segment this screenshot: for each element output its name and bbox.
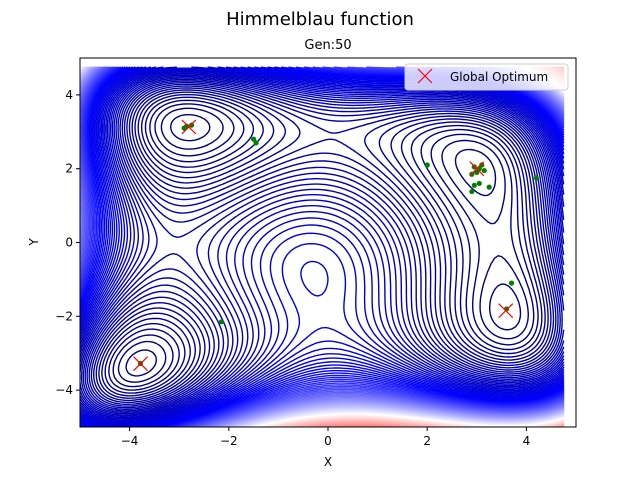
contour-level-3 — [108, 99, 539, 391]
global-optimum-marker — [469, 161, 485, 177]
x-tick-label: 4 — [523, 434, 531, 448]
contour-level-29 — [80, 66, 565, 427]
contour-level-21 — [80, 68, 565, 422]
legend-x-icon — [417, 68, 433, 84]
contour-lines — [80, 66, 565, 427]
global-optimum-marker — [498, 303, 514, 319]
x-tick-label: 0 — [324, 434, 332, 448]
legend-marker-x — [417, 68, 433, 84]
population-point — [253, 140, 259, 146]
contour-level-13 — [82, 78, 565, 412]
contour-level-14 — [80, 77, 565, 413]
contour-level-12 — [84, 80, 563, 410]
contour-level-19 — [80, 70, 565, 420]
legend: Global Optimum — [404, 63, 569, 91]
x-tick-label: −4 — [121, 434, 139, 448]
data-points — [133, 119, 539, 372]
chart-subtitle: Gen:50 — [304, 38, 351, 53]
contour-level-4 — [104, 96, 543, 394]
contour-level-15 — [80, 75, 565, 415]
population-point — [486, 184, 492, 190]
population-point — [471, 182, 477, 188]
contour-level-20 — [80, 69, 565, 421]
x-axis-label: X — [324, 455, 332, 469]
population-point — [189, 122, 195, 128]
contour-level-11 — [86, 81, 561, 409]
population-point — [476, 180, 482, 187]
y-axis-ticks: −4 −2 0 2 4 — [55, 88, 80, 397]
global-optimum-marker — [181, 119, 197, 135]
population-point — [469, 188, 475, 195]
legend-box — [404, 63, 569, 91]
contour-level-22 — [80, 67, 565, 423]
contour-level-10 — [88, 83, 559, 407]
contour-level-16 — [80, 74, 565, 416]
global-optimum-marker — [133, 356, 148, 372]
population-point — [424, 162, 430, 168]
contour-level-25 — [80, 66, 565, 426]
legend-label: Global Optimum — [450, 70, 548, 84]
population-point — [218, 319, 224, 325]
contour-level-18 — [80, 72, 565, 419]
y-tick-label: 4 — [65, 88, 73, 102]
contour-level-35 — [80, 66, 565, 427]
chart-title: Himmelblau function — [226, 9, 414, 30]
contour-level-6 — [98, 91, 549, 399]
population-point — [508, 280, 515, 286]
x-axis-ticks: −4 −2 0 2 4 — [121, 427, 530, 448]
population-point — [251, 136, 257, 142]
population-point — [533, 175, 539, 181]
contour-level-2 — [112, 103, 535, 388]
population-point — [479, 162, 485, 168]
contour-level-9 — [90, 85, 557, 405]
population-point — [181, 125, 187, 131]
contour-level-26 — [80, 66, 565, 427]
contour-level-1 — [117, 107, 529, 383]
contour-level-5 — [101, 93, 546, 397]
x-tick-label: 2 — [423, 434, 431, 448]
contour-level-8 — [93, 87, 555, 404]
contour-level-7 — [95, 89, 552, 402]
contour-level-23 — [80, 66, 565, 424]
x-tick-label: −2 — [220, 434, 238, 448]
y-tick-label: 2 — [65, 162, 73, 176]
contour-level-0 — [125, 114, 522, 377]
y-axis-label: Y — [27, 238, 41, 247]
y-tick-label: −4 — [55, 383, 73, 397]
population-point — [481, 167, 487, 174]
population-point — [474, 169, 480, 175]
y-tick-label: 0 — [65, 236, 73, 250]
contour-level-17 — [80, 73, 565, 417]
y-tick-label: −2 — [55, 309, 73, 323]
